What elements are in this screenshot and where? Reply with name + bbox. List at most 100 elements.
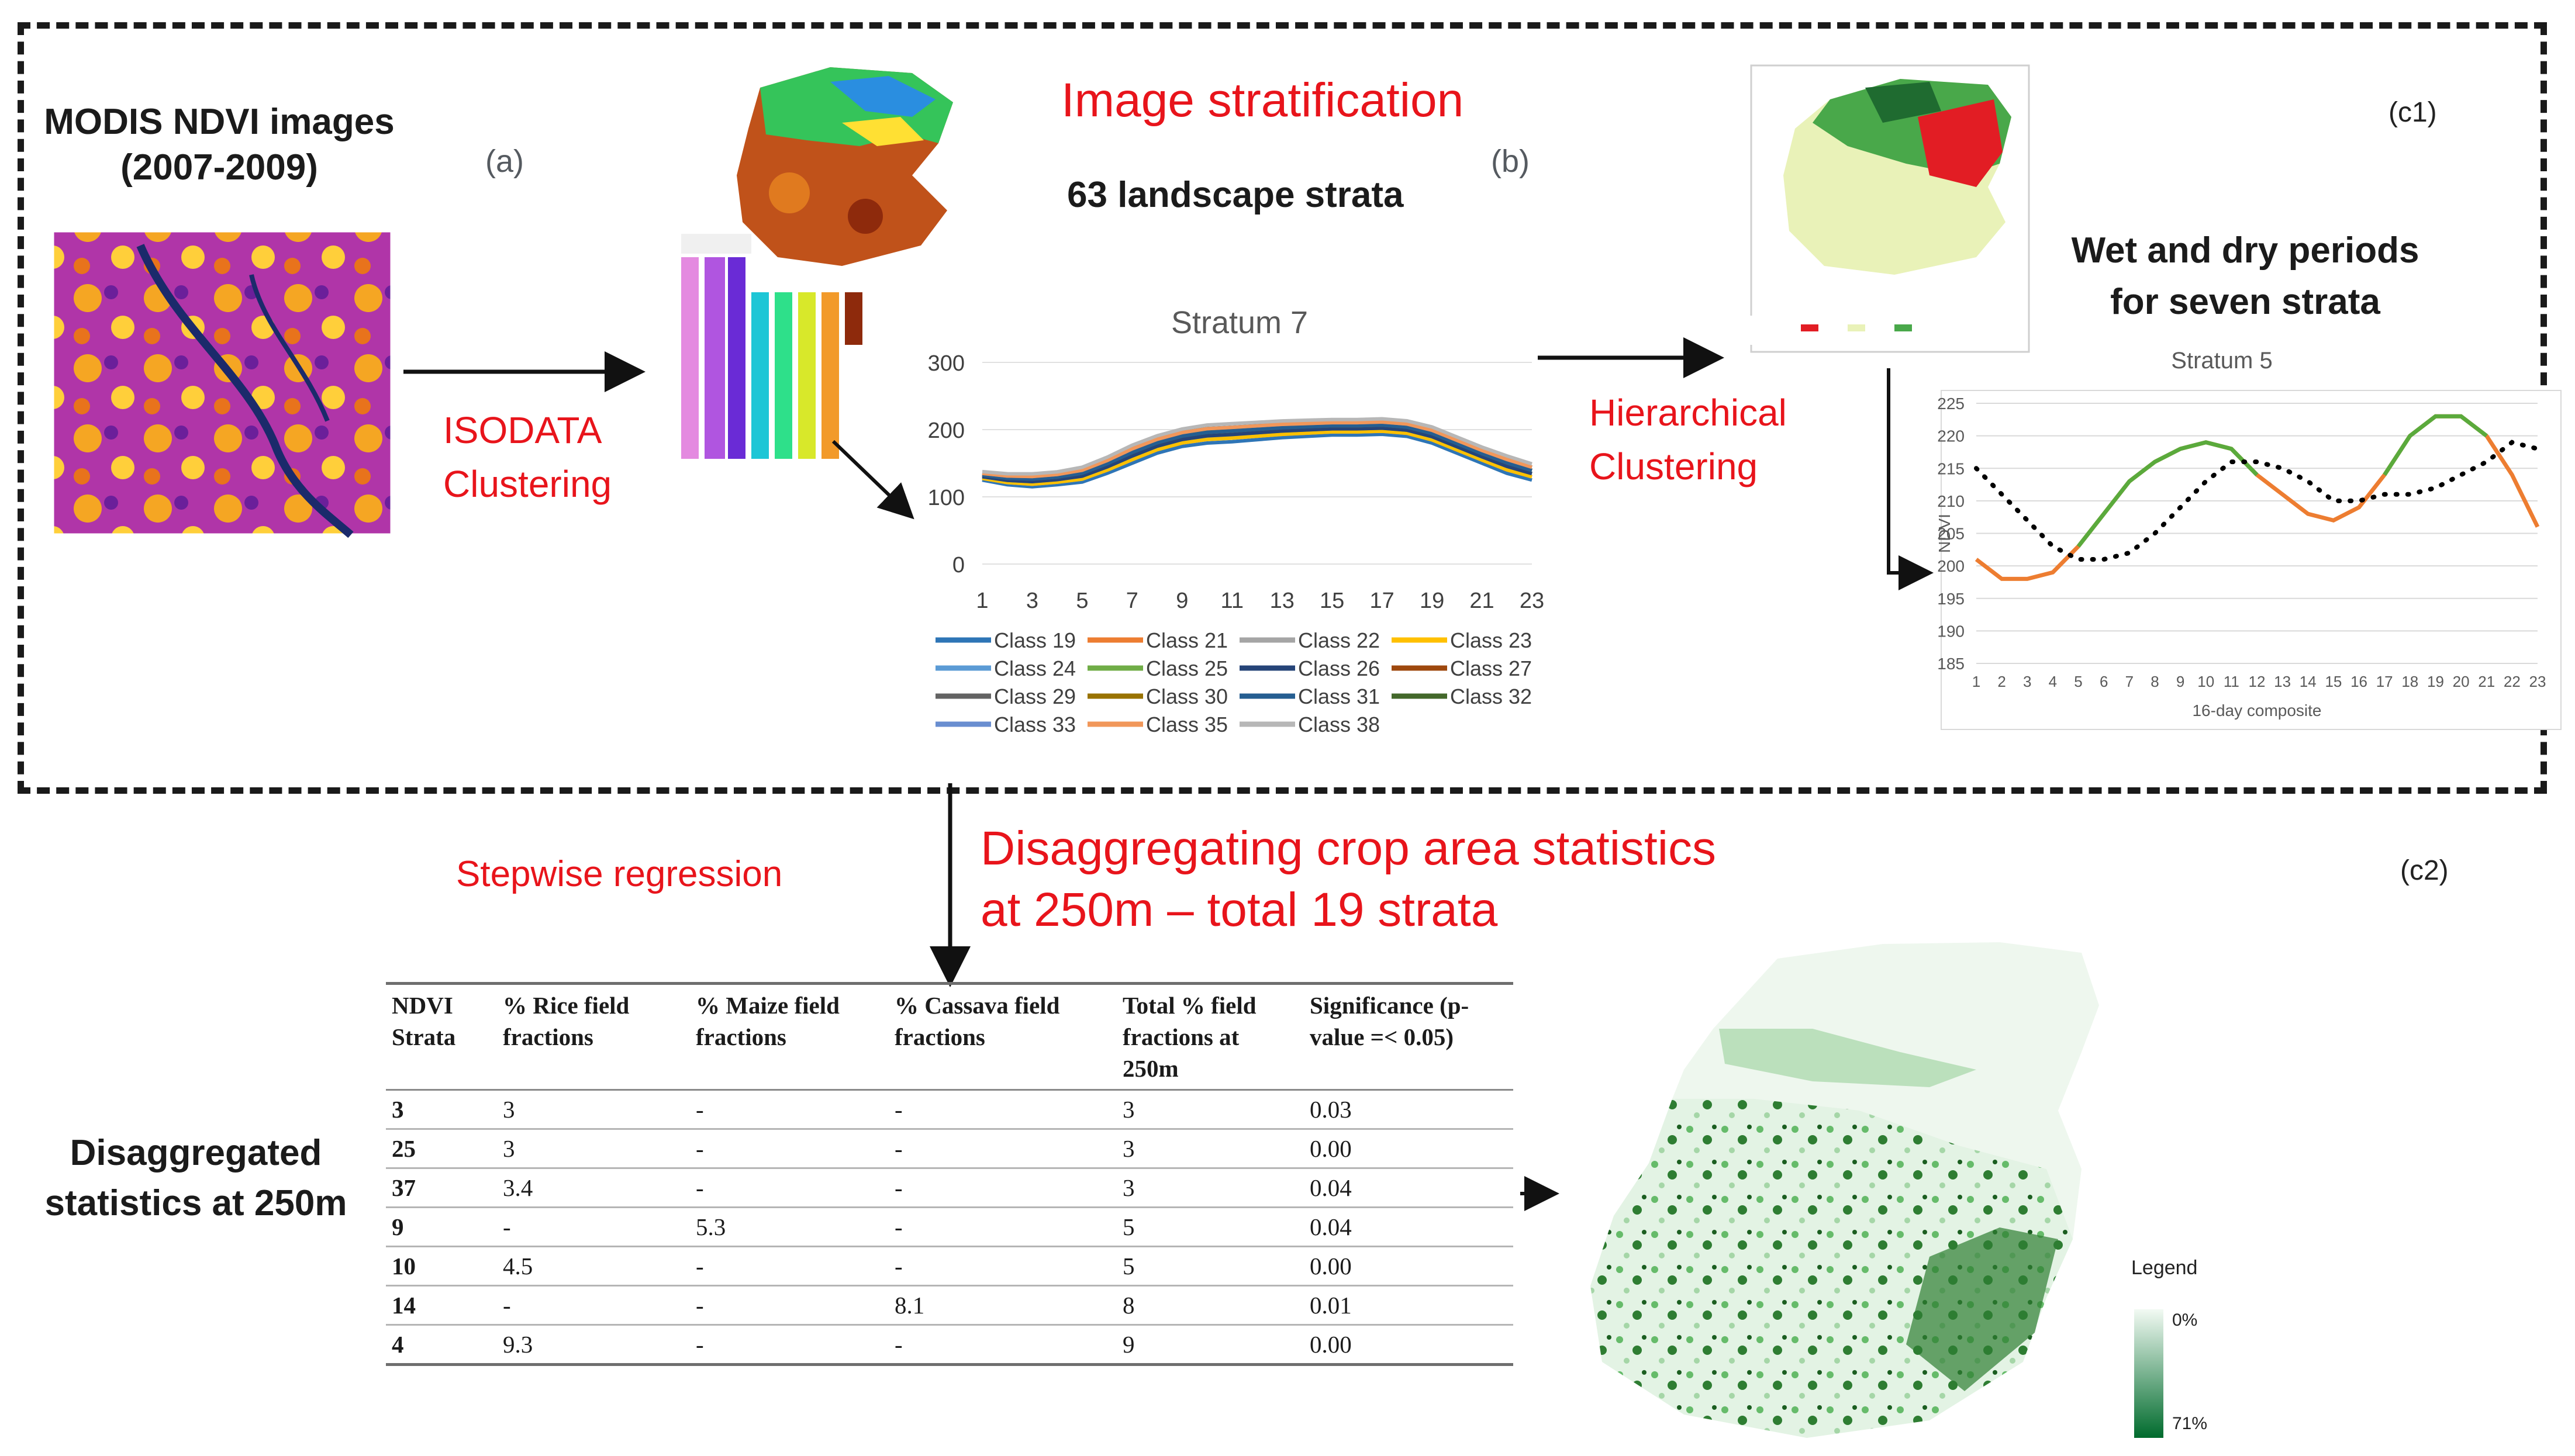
cell-strata: 14 xyxy=(386,1285,497,1326)
cell-maize: - xyxy=(690,1324,889,1366)
legend-label: Class 32 xyxy=(1450,684,1532,708)
legend-gradient-bar xyxy=(2134,1309,2163,1438)
label-b: (b) xyxy=(1491,144,1530,179)
x-tick-label: 18 xyxy=(2401,673,2418,690)
isodata-line1: ISODATA xyxy=(443,409,602,451)
cell-significance: 0.03 xyxy=(1304,1090,1513,1130)
x-tick-label: 7 xyxy=(1126,589,1138,613)
y-axis-label: NDVI xyxy=(1935,514,1953,553)
x-tick-label: 15 xyxy=(1320,589,1344,613)
x-tick-label: 13 xyxy=(1270,589,1295,613)
y-tick-label: 0 xyxy=(952,553,965,577)
series-line xyxy=(2076,440,2259,548)
cell-significance: 0.00 xyxy=(1304,1129,1513,1169)
x-tick-label: 21 xyxy=(1469,589,1494,613)
y-tick-label: 225 xyxy=(1937,395,1965,413)
cell-rice: 3.4 xyxy=(497,1168,690,1208)
x-tick-label: 6 xyxy=(2100,673,2108,690)
wet-dry-label: Wet and dry periods for seven strata xyxy=(2023,225,2467,328)
cell-maize: - xyxy=(690,1168,889,1208)
cell-cassava: - xyxy=(889,1090,1117,1130)
legend-max-label: 71% xyxy=(2172,1414,2207,1433)
legend-label: Class 29 xyxy=(994,684,1076,708)
disaggregation-table: NDVI Strata % Rice field fractions % Mai… xyxy=(386,982,1513,1366)
series-line xyxy=(982,417,1532,476)
legend-label: Class 31 xyxy=(1298,684,1380,708)
series-line xyxy=(1974,440,2540,562)
disaggregated-stats-label: Disaggregated statistics at 250m xyxy=(23,1128,368,1229)
label-c1: (c1) xyxy=(2388,97,2437,128)
hierarchical-cluster-map xyxy=(1748,64,2030,353)
cell-maize: - xyxy=(690,1246,889,1286)
x-tick-label: 8 xyxy=(2151,673,2159,690)
label-a: (a) xyxy=(485,144,524,179)
modis-label-line2: (2007-2009) xyxy=(120,147,318,188)
legend-label: Class 27 xyxy=(1450,656,1532,680)
wet-dry-line2: for seven strata xyxy=(2110,282,2380,322)
cell-cassava: - xyxy=(889,1246,1117,1286)
cell-strata: 37 xyxy=(386,1168,497,1208)
isodata-line2: Clustering xyxy=(443,463,612,505)
legend-label: Class 24 xyxy=(994,656,1076,680)
chart-title: Stratum 5 xyxy=(2171,348,2272,373)
series-line xyxy=(982,429,1532,486)
x-tick-label: 11 xyxy=(2224,673,2239,690)
x-tick-label: 9 xyxy=(2176,673,2184,690)
x-tick-label: 19 xyxy=(2427,673,2444,690)
cell-rice: 3 xyxy=(497,1129,690,1169)
cell-strata: 3 xyxy=(386,1090,497,1130)
cell-rice: 3 xyxy=(497,1090,690,1130)
series-line xyxy=(982,423,1532,481)
cell-cassava: - xyxy=(889,1324,1117,1366)
legend-label: Class 38 xyxy=(1298,713,1380,736)
legend-label: Class 35 xyxy=(1146,713,1228,736)
y-tick-label: 200 xyxy=(1937,557,1965,575)
chart-title: Stratum 7 xyxy=(1171,305,1308,340)
cell-significance: 0.04 xyxy=(1304,1207,1513,1247)
y-tick-label: 100 xyxy=(928,486,965,510)
isodata-stratified-map xyxy=(737,67,953,266)
cell-strata: 25 xyxy=(386,1129,497,1169)
cell-total: 5 xyxy=(1117,1207,1304,1247)
cell-significance: 0.01 xyxy=(1304,1285,1513,1326)
disaggregating-heading-line1: Disaggregating crop area statistics xyxy=(981,822,1716,875)
label-c2: (c2) xyxy=(2400,855,2449,886)
legend-label: Class 19 xyxy=(994,628,1076,652)
col-rice: % Rice field fractions xyxy=(497,982,690,1091)
modis-image-stack xyxy=(51,229,394,538)
col-maize: % Maize field fractions xyxy=(690,982,889,1091)
table-row: 4 9.3 - - 9 0.00 xyxy=(386,1324,1513,1366)
legend-label: Class 33 xyxy=(994,713,1076,736)
y-tick-label: 220 xyxy=(1937,427,1965,445)
series-line xyxy=(2383,414,2488,476)
x-tick-label: 5 xyxy=(1076,589,1088,613)
x-tick-label: 11 xyxy=(1221,589,1244,613)
x-tick-label: 3 xyxy=(1026,589,1038,613)
crop-fraction-map xyxy=(1590,942,2099,1438)
modis-label: MODIS NDVI images (2007-2009) xyxy=(32,99,406,191)
y-tick-label: 190 xyxy=(1937,622,1965,640)
legend-label: Class 25 xyxy=(1146,656,1228,680)
cell-significance: 0.00 xyxy=(1304,1324,1513,1366)
y-tick-label: 215 xyxy=(1937,459,1965,478)
legend-title: Legend xyxy=(2131,1257,2197,1279)
table-row: 37 3.4 - - 3 0.04 xyxy=(386,1168,1513,1208)
cell-total: 5 xyxy=(1117,1246,1304,1286)
cell-maize: - xyxy=(690,1129,889,1169)
y-tick-label: 200 xyxy=(928,419,965,443)
x-tick-label: 16 xyxy=(2350,673,2367,690)
chart-frame xyxy=(1941,390,2562,730)
col-significance: Significance (p-value =< 0.05) xyxy=(1304,982,1513,1091)
cell-cassava: 8.1 xyxy=(889,1285,1117,1326)
cell-total: 3 xyxy=(1117,1129,1304,1169)
table-row: 9 - 5.3 - 5 0.04 xyxy=(386,1207,1513,1247)
legend-label: Class 23 xyxy=(1450,628,1532,652)
cell-strata: 4 xyxy=(386,1324,497,1366)
x-tick-label: 2 xyxy=(1997,673,2006,690)
hierarchical-line2: Clustering xyxy=(1589,445,1758,487)
table-row: 25 3 - - 3 0.00 xyxy=(386,1129,1513,1169)
cell-cassava: - xyxy=(889,1168,1117,1208)
table-header-row: NDVI Strata % Rice field fractions % Mai… xyxy=(386,982,1513,1091)
